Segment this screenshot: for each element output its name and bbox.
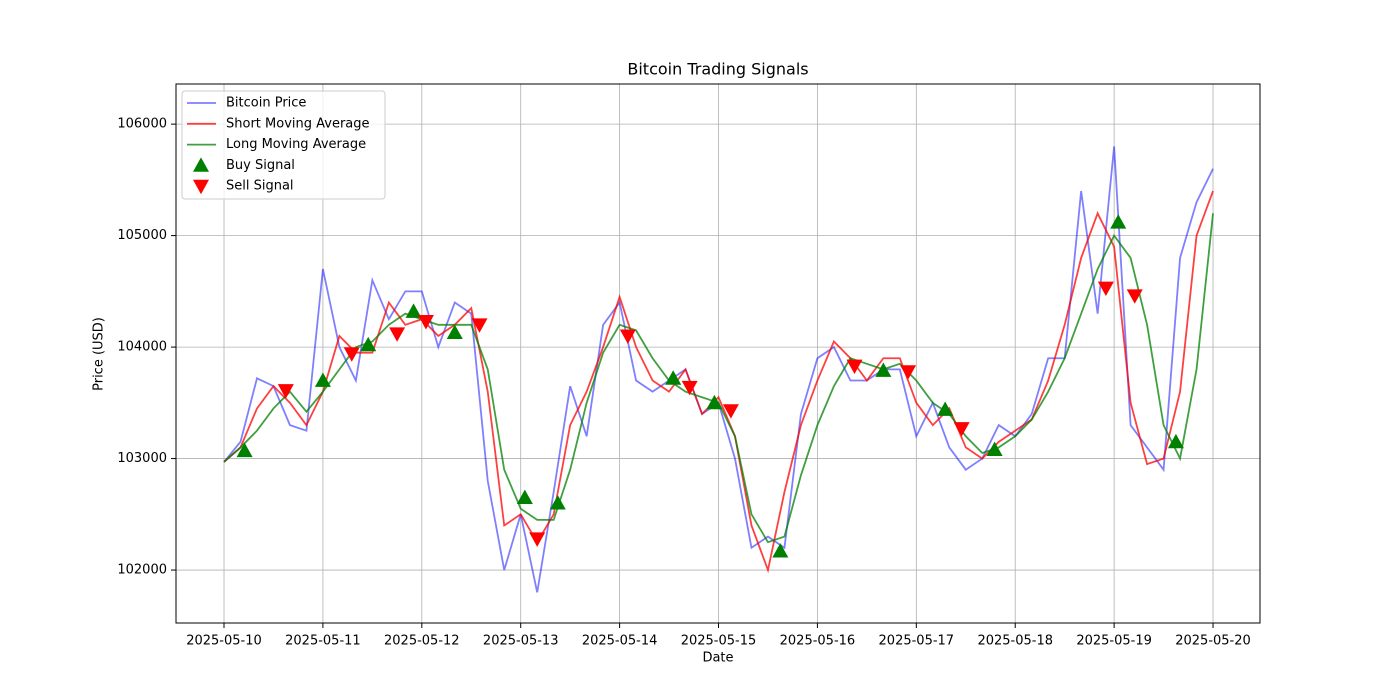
signal-marker	[405, 303, 422, 318]
signal-marker	[446, 324, 463, 339]
signal-marker	[343, 347, 360, 362]
x-tick-label: 2025-05-10	[186, 634, 262, 649]
signal-marker	[1167, 433, 1184, 449]
chart-title: Bitcoin Trading Signals	[627, 60, 808, 79]
y-tick-label: 105000	[117, 228, 167, 243]
signal-marker	[516, 489, 533, 504]
legend-marker	[193, 179, 209, 195]
x-tick-label: 2025-05-13	[483, 634, 559, 649]
legend-marker	[193, 157, 209, 172]
x-tick-label: 2025-05-11	[285, 634, 361, 649]
x-tick-label: 2025-05-15	[681, 634, 757, 649]
signal-marker	[360, 336, 377, 352]
signal-marker	[236, 442, 253, 458]
legend-label: Sell Signal	[226, 179, 294, 194]
signal-marker	[875, 362, 892, 377]
y-axis-label: Price (USD)	[92, 317, 107, 391]
axes-frame	[175, 83, 1261, 624]
signal-marker	[772, 543, 789, 558]
x-tick-label: 2025-05-17	[879, 634, 955, 649]
signal-marker	[1097, 281, 1114, 297]
x-tick-label: 2025-05-18	[977, 634, 1053, 649]
signal-marker	[471, 318, 488, 333]
signal-marker	[953, 422, 970, 437]
signal-marker	[314, 372, 331, 387]
signal-marker	[681, 380, 698, 396]
signal-marker	[986, 441, 1003, 457]
x-tick-label: 2025-05-12	[384, 634, 460, 649]
signal-marker	[722, 404, 739, 419]
signal-marker	[389, 327, 406, 342]
signal-marker	[277, 384, 294, 399]
x-tick-label: 2025-05-20	[1175, 634, 1251, 649]
legend: Bitcoin Price Short Moving Average Long Mo…	[181, 90, 386, 200]
x-tick-label: 2025-05-16	[780, 634, 856, 649]
signal-marker	[900, 365, 917, 380]
y-tick-label: 106000	[117, 117, 167, 132]
signal-marker	[937, 401, 954, 416]
signal-marker	[665, 370, 682, 385]
price-line	[223, 190, 1214, 574]
legend-label: Short Moving Average	[226, 116, 370, 131]
legend-label: Buy Signal	[226, 158, 295, 173]
signal-marker	[846, 359, 863, 375]
y-tick-label: 104000	[117, 340, 167, 355]
signal-marker	[619, 329, 636, 344]
signal-marker	[549, 495, 566, 510]
x-axis-label: Date	[702, 651, 733, 666]
signal-marker	[417, 315, 434, 330]
legend-box	[181, 90, 386, 200]
legend-label: Bitcoin Price	[226, 96, 306, 111]
x-tick-label: 2025-05-14	[582, 634, 658, 649]
signal-marker	[529, 532, 546, 547]
signal-marker	[1110, 214, 1127, 229]
y-tick-label: 102000	[117, 563, 167, 578]
x-tick-label: 2025-05-19	[1076, 634, 1152, 649]
signal-marker	[1126, 289, 1143, 304]
legend-label: Long Moving Average	[226, 137, 366, 152]
y-tick-label: 103000	[117, 451, 167, 466]
signal-marker	[706, 394, 723, 410]
